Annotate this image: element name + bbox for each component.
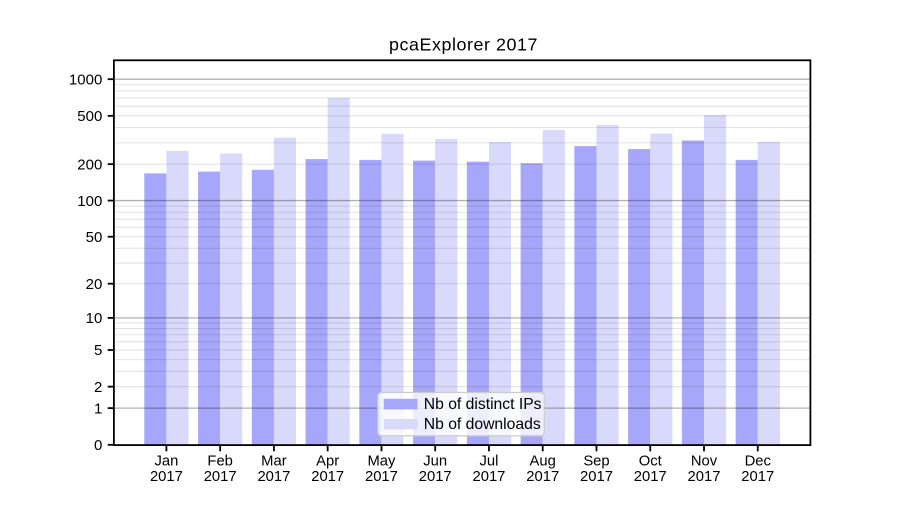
svg-text:200: 200 [77, 156, 102, 173]
svg-text:2017: 2017 [311, 469, 344, 485]
svg-text:Dec: Dec [745, 453, 772, 469]
svg-text:Nb of distinct IPs: Nb of distinct IPs [424, 396, 542, 413]
svg-text:5: 5 [94, 342, 102, 359]
svg-text:Oct: Oct [639, 453, 662, 469]
svg-text:2017: 2017 [741, 469, 774, 485]
svg-text:1000: 1000 [69, 71, 102, 88]
svg-text:0: 0 [94, 437, 102, 454]
svg-text:Apr: Apr [316, 453, 339, 469]
svg-text:Sep: Sep [583, 453, 609, 469]
svg-text:Jun: Jun [423, 453, 447, 469]
svg-text:Nb of downloads: Nb of downloads [424, 416, 541, 433]
svg-text:Jan: Jan [154, 453, 178, 469]
svg-text:50: 50 [86, 229, 103, 246]
svg-text:Jul: Jul [479, 453, 498, 469]
svg-text:2: 2 [94, 379, 102, 396]
svg-text:500: 500 [77, 108, 102, 125]
svg-text:2017: 2017 [150, 469, 183, 485]
svg-text:2017: 2017 [419, 469, 452, 485]
svg-text:20: 20 [86, 276, 103, 293]
svg-text:Aug: Aug [530, 453, 556, 469]
svg-text:2017: 2017 [204, 469, 237, 485]
svg-text:2017: 2017 [257, 469, 290, 485]
svg-text:100: 100 [77, 193, 102, 210]
svg-text:2017: 2017 [688, 469, 721, 485]
svg-text:2017: 2017 [365, 469, 398, 485]
svg-text:Mar: Mar [261, 453, 287, 469]
svg-text:pcaExplorer 2017: pcaExplorer 2017 [389, 35, 538, 55]
svg-text:2017: 2017 [472, 469, 505, 485]
svg-text:2017: 2017 [526, 469, 559, 485]
svg-text:2017: 2017 [634, 469, 667, 485]
svg-text:1: 1 [94, 400, 102, 417]
svg-text:Feb: Feb [207, 453, 233, 469]
svg-text:10: 10 [86, 310, 103, 327]
svg-text:May: May [367, 453, 396, 469]
svg-text:2017: 2017 [580, 469, 613, 485]
svg-text:Nov: Nov [691, 453, 718, 469]
